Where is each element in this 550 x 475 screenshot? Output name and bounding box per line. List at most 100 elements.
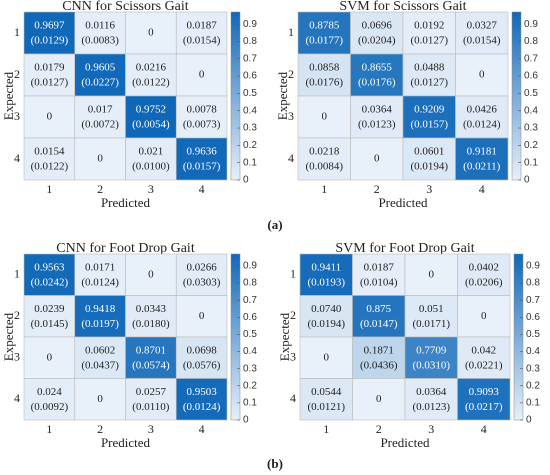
heatmap-cell — [297, 95, 351, 139]
heatmap-cell — [175, 295, 228, 338]
x-tick-label: 3 — [426, 182, 432, 196]
caption: (a) — [267, 217, 282, 232]
cell-std: (0.0176) — [358, 77, 396, 89]
colorbar-tick-label: 0.2 — [243, 140, 257, 151]
cell-value: 0 — [479, 69, 485, 81]
heatmap-cell — [404, 295, 458, 338]
cell-std: (0.0147) — [360, 318, 398, 330]
cell-value: 0.9209 — [414, 104, 445, 116]
cell-std: (0.0194) — [307, 318, 345, 330]
cell-std: (0.0211) — [463, 161, 501, 173]
x-tick-label: 3 — [148, 182, 154, 196]
cell-value: 0.051 — [419, 303, 444, 315]
cell-std: (0.0206) — [465, 276, 503, 288]
colorbar-tick-label: 0.2 — [524, 140, 538, 151]
y-tick-label: 1 — [14, 25, 20, 39]
heatmap-cell — [74, 11, 126, 55]
heatmap-cell — [23, 137, 76, 181]
x-tick-label: 3 — [148, 422, 154, 436]
colorbar-tick-label: 0 — [243, 175, 249, 186]
heatmap-cell — [175, 137, 228, 181]
cell-value: 0.9411 — [311, 261, 341, 273]
cell-value: 0.0218 — [309, 146, 340, 158]
cell-std: (0.0092) — [31, 401, 69, 413]
cell-std: (0.0073) — [183, 119, 221, 131]
colorbar-tick-label: 0.6 — [524, 71, 538, 82]
colorbar-tick-label: 0.7 — [526, 295, 540, 306]
cell-value: 0.0239 — [34, 303, 65, 315]
colorbar — [513, 253, 524, 421]
cell-value: 0.9503 — [187, 386, 218, 398]
colorbar-tick-label: 0.4 — [243, 346, 257, 357]
colorbar-tick-label: 0.9 — [524, 19, 538, 30]
heatmap-cell — [175, 95, 228, 139]
cell-std: (0.0123) — [412, 401, 450, 413]
colorbar-tick-label: 0.3 — [243, 363, 257, 374]
colorbar-tick-label: 0.8 — [526, 278, 540, 289]
cell-value: 0.0257 — [136, 386, 167, 398]
heatmap-cell — [404, 378, 458, 421]
cell-value: 0.875 — [366, 303, 391, 315]
heatmap-cell — [74, 95, 126, 139]
colorbar-tick-label: 0.8 — [243, 278, 257, 289]
heatmap-cell — [402, 53, 456, 97]
heatmap-cell — [125, 378, 177, 421]
chart-title: CNN for Scissors Gait — [62, 0, 188, 14]
cell-value: 0.7709 — [416, 344, 447, 356]
cell-value: 0.9752 — [136, 104, 166, 116]
heatmap-cell — [350, 95, 404, 139]
cell-std: (0.0129) — [31, 35, 69, 47]
cell-value: 0 — [481, 310, 487, 322]
cell-std: (0.0221) — [465, 359, 503, 371]
heatmap-cell — [74, 53, 126, 97]
cell-value: 0 — [148, 27, 154, 39]
cell-value: 0.8655 — [362, 62, 393, 74]
heatmap-cell — [457, 253, 511, 296]
chart-title: CNN for Foot Drop Gait — [56, 241, 195, 256]
colorbar-tick-label: 0.7 — [243, 53, 257, 64]
cell-value: 0.017 — [88, 104, 113, 116]
colorbar-tick-label: 0.5 — [243, 329, 257, 340]
cell-std: (0.0437) — [81, 359, 119, 371]
cell-value: 0.0426 — [467, 104, 498, 116]
heatmap-cell — [175, 11, 228, 55]
x-tick-label: 4 — [479, 182, 485, 196]
x-tick-label: 4 — [481, 422, 487, 436]
colorbar-tick-label: 0.9 — [243, 261, 257, 272]
heatmap-cell — [125, 95, 177, 139]
heatmap-cell — [125, 53, 177, 97]
heatmap-cell — [350, 53, 404, 97]
y-tick-label: 4 — [14, 391, 20, 405]
cell-value: 0 — [47, 111, 53, 123]
cell-value: 0.0216 — [136, 62, 167, 74]
cell-value: 0.0364 — [416, 386, 447, 398]
heatmap-cell — [74, 295, 126, 338]
caption: (b) — [267, 456, 283, 471]
y-tick-label: 3 — [14, 109, 20, 123]
x-tick-label: 2 — [374, 182, 380, 196]
heatmap-cell — [175, 336, 228, 379]
heatmap-cell — [74, 378, 126, 421]
colorbar-tick-label: 0.6 — [526, 312, 540, 323]
cell-value: 0.9636 — [187, 146, 218, 158]
cell-std: (0.0104) — [360, 276, 398, 288]
cell-std: (0.0145) — [31, 318, 69, 330]
cell-std: (0.0122) — [132, 77, 170, 89]
cell-std: (0.0154) — [463, 35, 501, 47]
x-axis-label: Predicted — [378, 195, 428, 210]
heatmap-cell — [175, 253, 228, 296]
cell-value: 0 — [324, 351, 330, 363]
cell-std: (0.0194) — [410, 161, 448, 173]
heatmap-cell — [23, 11, 76, 55]
cell-std: (0.0127) — [31, 77, 69, 89]
x-axis-label: Predicted — [380, 435, 430, 450]
heatmap-cell — [457, 378, 511, 421]
x-tick-label: 1 — [323, 422, 329, 436]
x-tick-label: 2 — [97, 182, 103, 196]
cell-value: 0.0187 — [364, 261, 395, 273]
colorbar — [230, 253, 241, 421]
heatmap-cell — [299, 295, 353, 338]
cell-value: 0.0116 — [85, 20, 115, 32]
cell-value: 0.8785 — [309, 20, 340, 32]
